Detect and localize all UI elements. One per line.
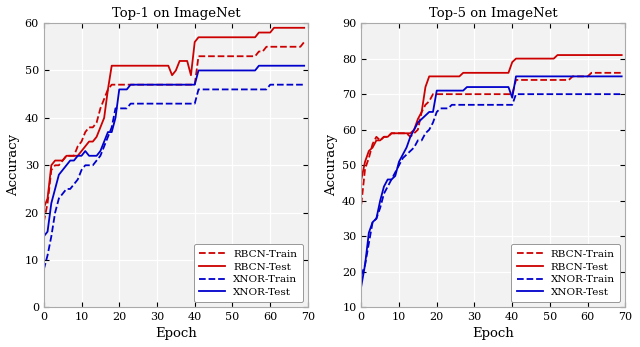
- RBCN-Test: [183, 59, 191, 63]
- Line: XNOR-Train: XNOR-Train: [361, 94, 621, 276]
- Line: RBCN-Train: RBCN-Train: [44, 42, 304, 222]
- XNOR-Test: [255, 64, 262, 68]
- XNOR-Test: [119, 87, 127, 92]
- XNOR-Train: [392, 170, 399, 175]
- XNOR-Train: [266, 83, 274, 87]
- RBCN-Test: [259, 31, 266, 35]
- XNOR-Train: [436, 106, 444, 110]
- Title: Top-1 on ImageNet: Top-1 on ImageNet: [111, 8, 240, 20]
- RBCN-Train: [588, 71, 595, 75]
- XNOR-Test: [512, 74, 520, 78]
- RBCN-Train: [262, 45, 270, 49]
- Legend: RBCN-Train, RBCN-Test, XNOR-Train, XNOR-Test: RBCN-Train, RBCN-Test, XNOR-Train, XNOR-…: [511, 244, 620, 302]
- Line: XNOR-Train: XNOR-Train: [44, 85, 304, 270]
- X-axis label: Epoch: Epoch: [155, 327, 196, 339]
- Title: Top-5 on ImageNet: Top-5 on ImageNet: [429, 8, 557, 20]
- XNOR-Test: [266, 64, 274, 68]
- XNOR-Test: [501, 85, 509, 89]
- Y-axis label: Accuracy: Accuracy: [8, 134, 20, 196]
- XNOR-Test: [580, 74, 588, 78]
- RBCN-Test: [584, 53, 591, 57]
- XNOR-Train: [618, 92, 625, 96]
- XNOR-Test: [262, 64, 270, 68]
- XNOR-Train: [259, 87, 266, 92]
- XNOR-Test: [357, 284, 365, 288]
- RBCN-Train: [576, 74, 584, 78]
- RBCN-Test: [74, 154, 81, 158]
- XNOR-Train: [580, 92, 588, 96]
- RBCN-Test: [501, 71, 509, 75]
- XNOR-Test: [436, 88, 444, 93]
- XNOR-Train: [100, 144, 108, 149]
- RBCN-Train: [40, 220, 47, 224]
- RBCN-Test: [270, 26, 278, 30]
- XNOR-Train: [119, 106, 127, 110]
- Line: RBCN-Train: RBCN-Train: [361, 73, 621, 204]
- RBCN-Test: [100, 116, 108, 120]
- XNOR-Test: [300, 64, 308, 68]
- RBCN-Test: [300, 26, 308, 30]
- XNOR-Train: [300, 83, 308, 87]
- RBCN-Test: [357, 177, 365, 181]
- RBCN-Train: [183, 83, 191, 87]
- RBCN-Test: [554, 53, 561, 57]
- XNOR-Train: [512, 92, 520, 96]
- Line: XNOR-Test: XNOR-Test: [44, 66, 304, 236]
- RBCN-Test: [436, 74, 444, 78]
- Line: RBCN-Test: RBCN-Test: [44, 28, 304, 208]
- XNOR-Train: [584, 92, 591, 96]
- RBCN-Test: [40, 206, 47, 210]
- RBCN-Test: [392, 131, 399, 135]
- XNOR-Test: [584, 74, 591, 78]
- RBCN-Train: [501, 92, 509, 96]
- RBCN-Train: [300, 40, 308, 44]
- XNOR-Train: [357, 273, 365, 278]
- XNOR-Test: [183, 83, 191, 87]
- RBCN-Test: [119, 64, 127, 68]
- RBCN-Test: [262, 31, 270, 35]
- XNOR-Train: [262, 87, 270, 92]
- Line: RBCN-Test: RBCN-Test: [361, 55, 621, 179]
- RBCN-Train: [392, 131, 399, 135]
- RBCN-Train: [618, 71, 625, 75]
- RBCN-Train: [436, 92, 444, 96]
- XNOR-Train: [40, 268, 47, 272]
- RBCN-Test: [418, 110, 426, 114]
- RBCN-Train: [108, 83, 116, 87]
- Legend: RBCN-Train, RBCN-Test, XNOR-Train, XNOR-Test: RBCN-Train, RBCN-Test, XNOR-Train, XNOR-…: [194, 244, 303, 302]
- RBCN-Train: [119, 83, 127, 87]
- Y-axis label: Accuracy: Accuracy: [325, 134, 338, 196]
- XNOR-Test: [418, 117, 426, 121]
- XNOR-Test: [40, 234, 47, 238]
- RBCN-Train: [357, 202, 365, 206]
- RBCN-Train: [580, 74, 588, 78]
- XNOR-Train: [74, 177, 81, 181]
- XNOR-Train: [501, 103, 509, 107]
- XNOR-Test: [618, 74, 625, 78]
- RBCN-Test: [618, 53, 625, 57]
- RBCN-Train: [100, 97, 108, 101]
- RBCN-Train: [418, 110, 426, 114]
- XNOR-Train: [418, 138, 426, 143]
- Line: XNOR-Test: XNOR-Test: [361, 76, 621, 286]
- RBCN-Train: [259, 49, 266, 53]
- XNOR-Test: [100, 139, 108, 144]
- X-axis label: Epoch: Epoch: [472, 327, 514, 339]
- XNOR-Test: [74, 154, 81, 158]
- XNOR-Test: [392, 174, 399, 178]
- XNOR-Train: [183, 102, 191, 106]
- RBCN-Test: [580, 53, 588, 57]
